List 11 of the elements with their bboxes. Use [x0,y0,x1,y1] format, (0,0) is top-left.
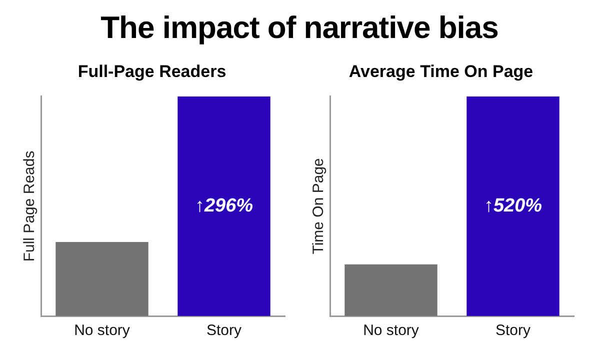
x-tick-label: No story [363,322,420,340]
y-axis-title: Full Page Reads [20,150,38,262]
annotation: ↑296% [194,195,253,216]
x-tick-label: Story [496,322,532,340]
x-tick-label: Story [206,322,242,340]
x-tick-label: No story [74,322,130,340]
y-axis-title: Time On Page [310,158,328,254]
chart-title: Average Time On Page [349,62,534,81]
annotation: ↑520% [484,195,542,216]
chart-title: Full-Page Readers [78,62,226,81]
text: The impact of narrative bias [100,9,500,46]
